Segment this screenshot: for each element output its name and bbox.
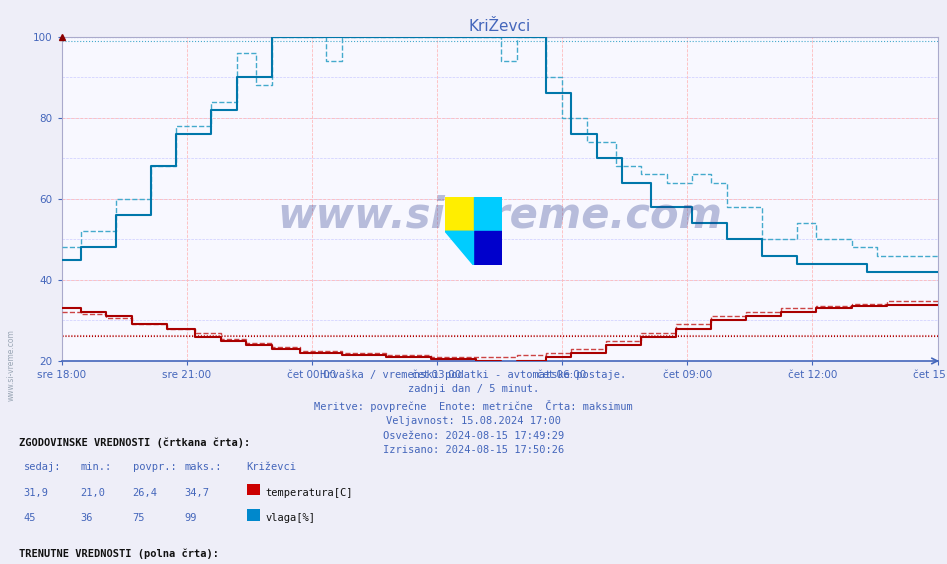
Text: www.si-vreme.com: www.si-vreme.com [277, 194, 722, 236]
Text: 36: 36 [80, 513, 93, 523]
Text: 45: 45 [24, 513, 36, 523]
Bar [445, 197, 474, 231]
Text: sedaj:: sedaj: [24, 462, 62, 473]
Text: temperatura[C]: temperatura[C] [265, 488, 352, 498]
Text: Križevci: Križevci [246, 462, 296, 473]
Text: vlaga[%]: vlaga[%] [265, 513, 315, 523]
Text: 21,0: 21,0 [80, 488, 105, 498]
Bar [474, 197, 502, 231]
Text: min.:: min.: [80, 462, 112, 473]
Text: 26,4: 26,4 [133, 488, 157, 498]
Text: www.si-vreme.com: www.si-vreme.com [7, 329, 16, 401]
Text: 34,7: 34,7 [185, 488, 209, 498]
Polygon shape [445, 231, 474, 265]
Text: 75: 75 [133, 513, 145, 523]
Text: maks.:: maks.: [185, 462, 223, 473]
Text: TRENUTNE VREDNOSTI (polna črta):: TRENUTNE VREDNOSTI (polna črta): [19, 549, 219, 559]
Text: 31,9: 31,9 [24, 488, 48, 498]
Text: povpr.:: povpr.: [133, 462, 176, 473]
Text: 99: 99 [185, 513, 197, 523]
Text: ZGODOVINSKE VREDNOSTI (črtkana črta):: ZGODOVINSKE VREDNOSTI (črtkana črta): [19, 437, 250, 448]
Bar [474, 231, 502, 265]
Text: Hrvaška / vremenski podatki - avtomatske postaje.
zadnji dan / 5 minut.
Meritve:: Hrvaška / vremenski podatki - avtomatske… [314, 369, 633, 455]
Title: KriŽevci: KriŽevci [469, 19, 530, 34]
